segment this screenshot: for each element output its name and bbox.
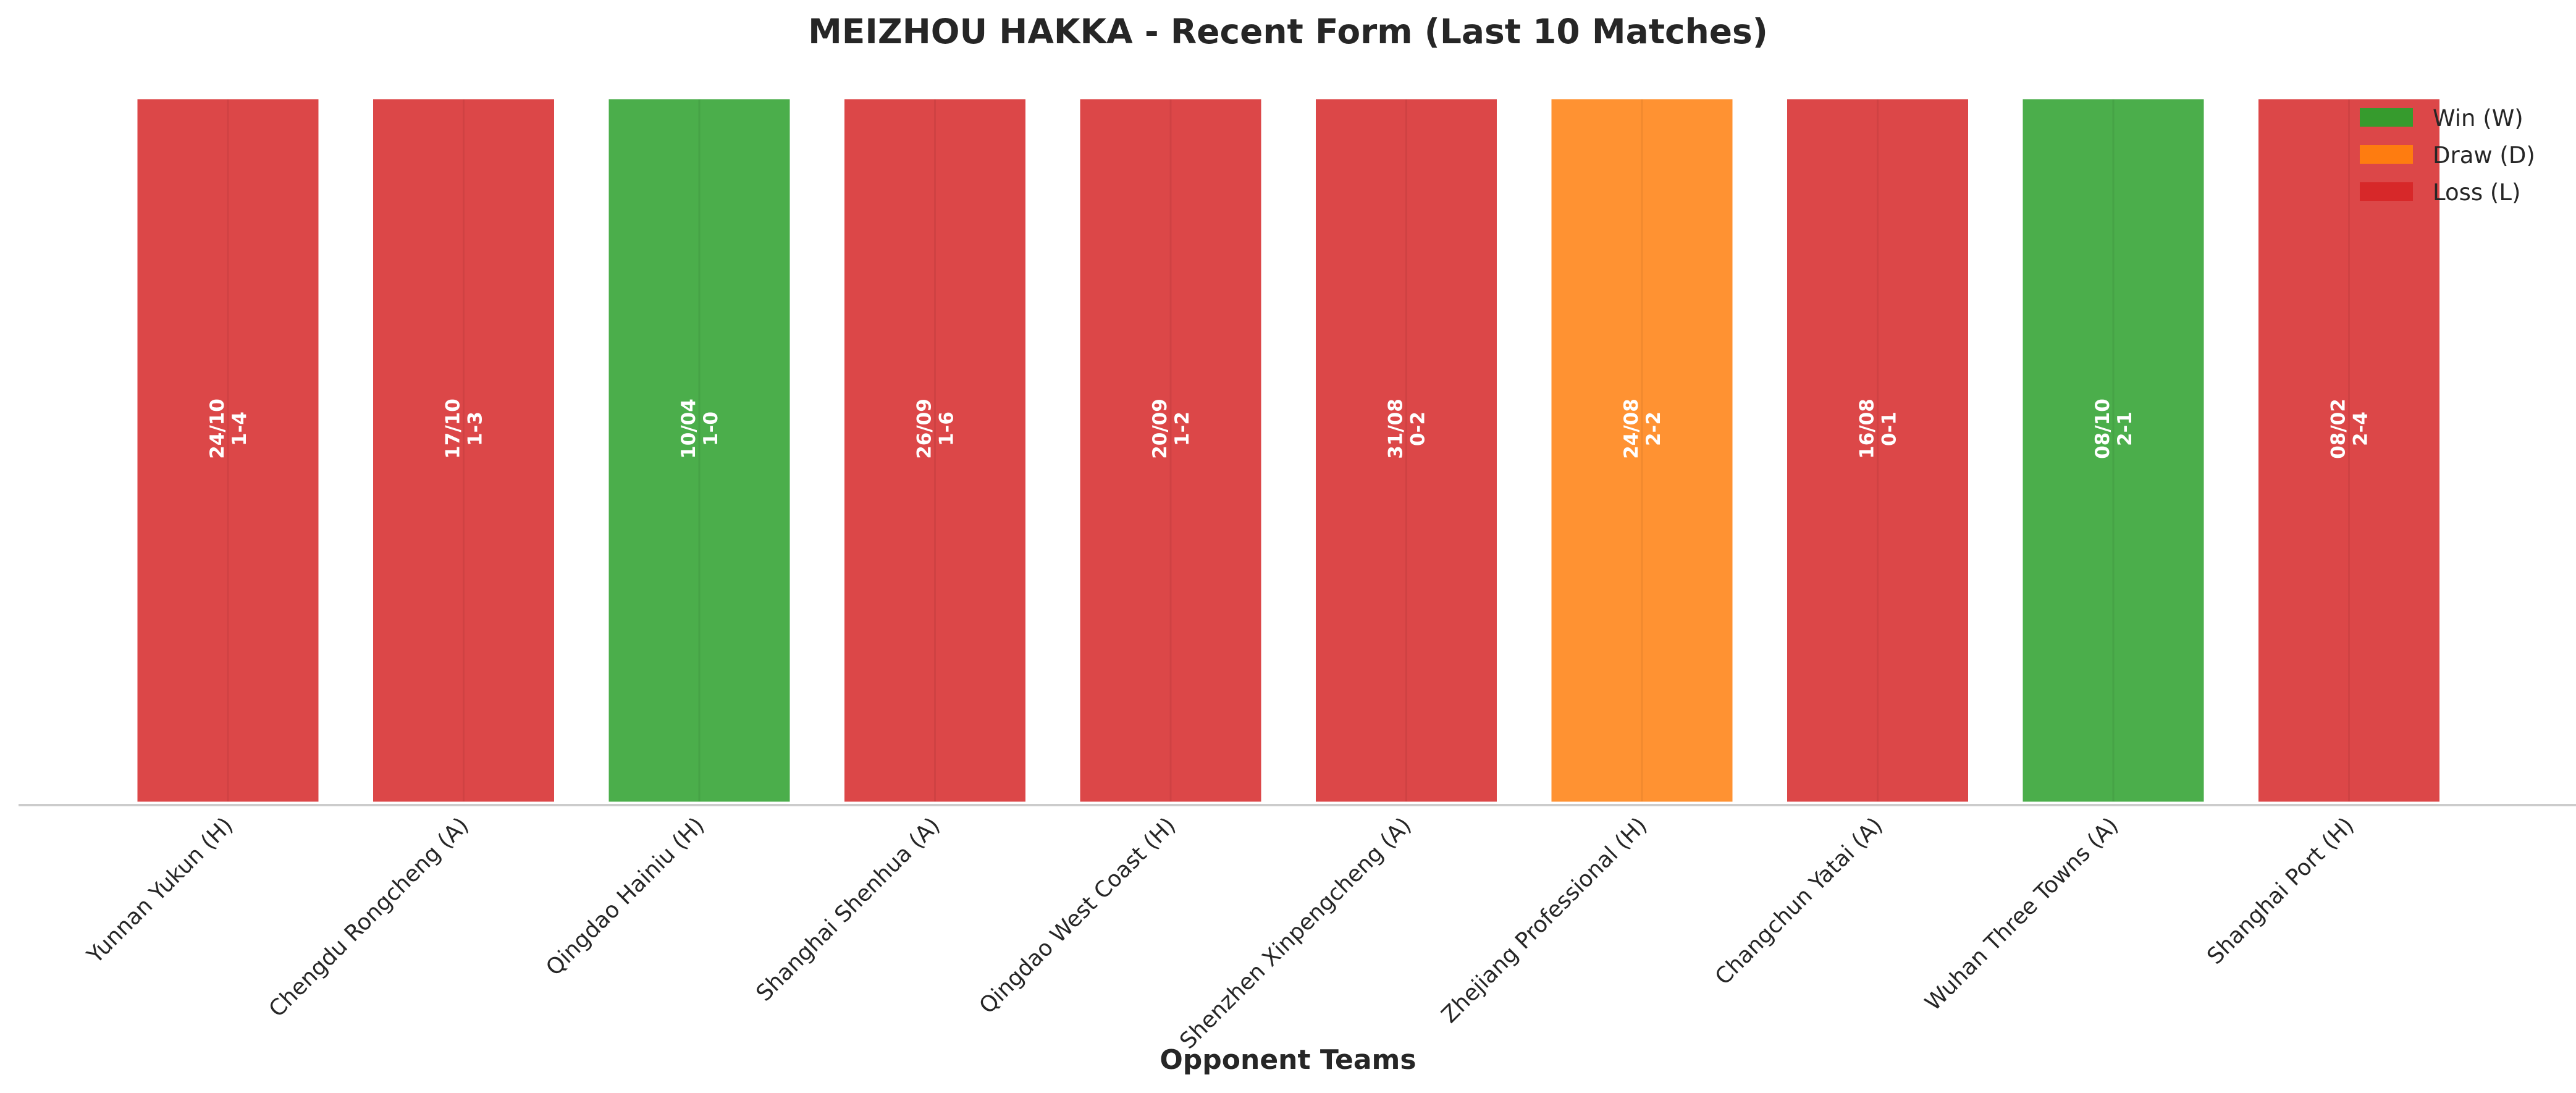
bar-date-label: 24/08 [1620,399,1643,459]
legend-label-l: Loss (L) [2433,179,2520,206]
bars-layer: 24/10 1-4 17/10 1-3 10/04 1-0 26/09 1-6 20/09 1-2… [134,96,2443,805]
x-tick-label: Zhejiang Professional (H) [1437,812,1652,1028]
bar-score-label: 1-2 [1171,411,1193,446]
bar-label-9: 08/10 2-1 [2092,399,2136,459]
bar-score-label: 2-1 [2114,411,2136,446]
legend: Win (W) Draw (D) Loss (L) [2360,105,2535,206]
bar-label-2: 17/10 1-3 [442,399,487,459]
bar-date-label: 24/10 [206,399,229,459]
x-tick-label: Wuhan Three Towns (A) [1921,812,2124,1016]
bar-2 [370,96,557,805]
bar-date-label: 31/08 [1385,399,1407,459]
x-tick-label: Yunnan Yukun (H) [82,812,238,969]
bar-label-8: 16/08 0-1 [1856,399,1901,459]
bar-label-10: 08/02 2-4 [2328,399,2372,459]
x-tick-label: Shanghai Port (H) [2202,812,2359,969]
x-tick-label: Qingdao West Coast (H) [975,812,1181,1019]
x-tick-label: Chengdu Rongcheng (A) [264,812,474,1022]
chart-title: MEIZHOU HAKKA - Recent Form (Last 10 Mat… [808,12,1768,51]
legend-swatch-l [2360,182,2413,201]
bar-label-1: 24/10 1-4 [206,399,251,459]
bar-label-3: 10/04 1-0 [678,399,722,459]
bar-4 [841,96,1029,805]
bar-label-5: 20/09 1-2 [1149,399,1193,459]
bar-date-label: 26/09 [914,399,936,459]
bar-9 [2019,96,2207,805]
bar-date-label: 08/10 [2092,399,2114,459]
bar-label-7: 24/08 2-2 [1620,399,1665,459]
bar-1 [134,96,322,805]
bar-10 [2255,96,2443,805]
bar-score-label: 1-6 [936,411,958,446]
bar-3 [605,96,793,805]
x-tick-label: Shenzhen Xinpengcheng (A) [1175,812,1416,1054]
x-tick-label: Changchun Yatai (A) [1711,812,1888,990]
bar-score-label: 0-1 [1879,411,1901,446]
bar-score-label: 2-2 [1643,411,1665,446]
bar-date-label: 20/09 [1149,399,1171,459]
x-axis-label: Opponent Teams [1160,1044,1416,1076]
bar-score-label: 1-3 [465,411,487,446]
bar-date-label: 08/02 [2328,399,2350,459]
legend-swatch-w [2360,108,2413,127]
bar-date-label: 16/08 [1856,399,1879,459]
x-tick-label: Qingdao Hainiu (H) [541,812,709,981]
bar-score-label: 1-0 [700,411,722,446]
x-tick-labels: Yunnan Yukun (H) Chengdu Rongcheng (A) Qin… [82,812,2359,1054]
bar-6 [1313,96,1500,805]
legend-swatch-d [2360,145,2413,164]
bar-label-4: 26/09 1-6 [914,399,958,459]
x-tick-label: Shanghai Shenhua (A) [751,812,945,1006]
bar-label-6: 31/08 0-2 [1385,399,1429,459]
bar-5 [1077,96,1265,805]
bar-8 [1784,96,1971,805]
bar-score-label: 0-2 [1407,411,1429,446]
legend-label-w: Win (W) [2433,105,2523,132]
bar-7 [1548,96,1736,805]
bar-date-label: 10/04 [678,399,700,459]
bar-score-label: 2-4 [2350,411,2372,446]
bar-date-label: 17/10 [442,399,465,459]
bar-score-label: 1-4 [229,411,251,446]
legend-label-d: Draw (D) [2433,142,2535,169]
